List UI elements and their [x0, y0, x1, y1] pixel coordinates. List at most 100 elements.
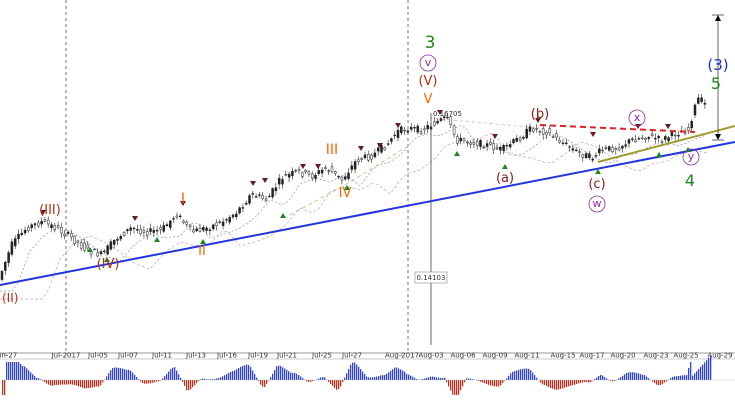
oscillator-bar: [680, 375, 682, 380]
oscillator-bar: [254, 374, 256, 380]
candle-body: [268, 195, 271, 198]
candle: [281, 176, 284, 189]
oscillator-bar: [246, 364, 248, 380]
candle-body: [188, 224, 192, 228]
oscillator-bar: [602, 375, 604, 380]
candle: [360, 157, 363, 163]
candle: [37, 219, 40, 228]
candle-body: [660, 141, 664, 143]
oscillator-bar: [216, 378, 218, 380]
candle-body: [228, 217, 231, 223]
projection-line-orange: [289, 144, 411, 216]
candle-body: [565, 142, 568, 144]
oscillator-bar: [582, 380, 584, 383]
x-tick-label: Jul-07: [117, 352, 138, 360]
oscillator-bar: [288, 371, 290, 380]
oscillator-bar: [180, 377, 182, 380]
x-tick-label: Jul-16: [216, 352, 237, 360]
candle-body: [294, 170, 297, 172]
x-tick-label: Aug-17: [579, 352, 604, 360]
oscillator-bar: [450, 380, 452, 391]
oscillator-bar: [554, 380, 556, 390]
oscillator-bar: [114, 367, 116, 380]
oscillator-bar: [280, 366, 282, 380]
candle: [79, 239, 83, 252]
oscillator-bar: [102, 380, 104, 383]
candle: [565, 138, 568, 146]
oscillator-bar: [624, 374, 626, 380]
oscillator-bar: [542, 380, 544, 385]
candle: [231, 213, 235, 220]
oscillator-bar: [222, 376, 224, 380]
candle-body: [670, 131, 674, 136]
candle-body: [607, 146, 611, 151]
candle-body: [611, 147, 614, 153]
candle-body: [66, 231, 70, 234]
oscillator-bar: [136, 376, 138, 380]
wave-label: w: [593, 197, 602, 210]
candle: [439, 116, 443, 123]
oscillator-bar: [112, 368, 114, 380]
wave-label-circle: [419, 54, 437, 72]
oscillator-bar: [236, 369, 238, 380]
candle-body: [317, 170, 321, 174]
candle: [677, 131, 680, 141]
candle: [640, 134, 644, 141]
oscillator-bar: [660, 380, 662, 385]
candle: [221, 217, 225, 230]
oscillator-bar: [12, 362, 14, 380]
candle: [376, 143, 380, 156]
candle: [353, 158, 357, 174]
candle: [436, 118, 439, 125]
candle: [238, 206, 241, 215]
candle-body: [169, 220, 172, 228]
candle-body: [416, 125, 420, 133]
candle-body: [499, 146, 502, 151]
oscillator-bar: [268, 380, 270, 381]
oscillator-bar: [644, 375, 646, 380]
candle-body: [139, 228, 142, 234]
candle: [96, 248, 99, 258]
wave-label: IV: [339, 186, 352, 201]
wave-label: II: [198, 244, 206, 259]
candle: [512, 138, 515, 145]
oscillator-bar: [284, 368, 286, 380]
oscillator-bar: [630, 372, 632, 380]
oscillator-bar: [260, 380, 262, 385]
candle-body: [581, 154, 585, 158]
oscillator-bar: [156, 380, 158, 382]
candle-body: [367, 154, 370, 161]
candle-body: [396, 129, 400, 138]
candles-group: [0, 94, 707, 282]
candle-body: [93, 248, 96, 251]
candle: [383, 146, 387, 151]
oscillator-bar: [526, 368, 528, 380]
oscillator-bar: [434, 376, 436, 380]
candle-body: [512, 139, 515, 144]
candle-body: [551, 136, 555, 138]
oscillator-bar: [448, 380, 450, 387]
oscillator-bar: [210, 379, 212, 380]
oscillator-bar: [360, 369, 362, 380]
oscillator-bar: [140, 380, 142, 382]
candle-body: [667, 137, 670, 142]
candle: [515, 134, 519, 143]
oscillator-bar: [196, 380, 198, 384]
candle-body: [548, 128, 552, 134]
candle: [687, 123, 690, 135]
candle-body: [413, 127, 416, 129]
oscillator-bar: [324, 377, 326, 380]
candle: [624, 140, 627, 149]
candle-body: [403, 129, 406, 132]
oscillator-bar: [250, 367, 252, 380]
candle-body: [644, 137, 647, 140]
oscillator-bar: [214, 378, 216, 380]
fractal-down-marker: [132, 216, 138, 221]
oscillator-bar: [358, 366, 360, 380]
candle-body: [327, 170, 330, 172]
candle: [637, 136, 641, 140]
oscillator-bar: [402, 370, 404, 380]
oscillator-bar: [584, 380, 586, 383]
candle-body: [182, 220, 185, 223]
oscillator-bar: [308, 380, 310, 382]
